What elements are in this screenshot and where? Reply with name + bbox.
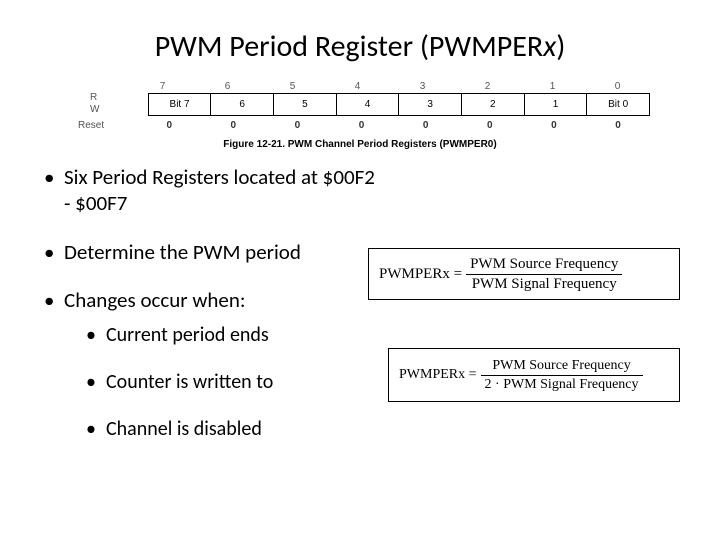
reset-label: Reset — [70, 120, 137, 131]
bullet-text: Determine the PWM period — [64, 239, 301, 265]
read-label: R — [90, 92, 148, 104]
bit-num: 2 — [455, 81, 520, 92]
bit-table: Bit 7 6 5 4 3 2 1 Bit 0 — [148, 93, 650, 116]
title-suffix: ) — [556, 28, 565, 65]
fraction: PWM Source Frequency 2 · PWM Signal Freq… — [481, 358, 643, 393]
bit-cell: 1 — [525, 94, 588, 115]
slide-title: PWM Period Register (PWMPERx) — [40, 28, 680, 65]
fraction: PWM Source Frequency PWM Signal Frequenc… — [466, 256, 622, 293]
bit-number-row: 7 6 5 4 3 2 1 0 — [130, 81, 650, 92]
reset-val: 0 — [330, 120, 394, 131]
bit-cell: Bit 7 — [149, 94, 212, 115]
reset-val: 0 — [586, 120, 650, 131]
sub-bullet-item: Channel is disabled — [84, 417, 680, 442]
reset-val: 0 — [201, 120, 265, 131]
title-prefix: PWM Period Register (PWMPER — [155, 28, 544, 65]
bit-num: 0 — [585, 81, 650, 92]
formula-lhs: PWMPERx = — [399, 367, 477, 383]
formula-box-1: PWMPERx = PWM Source Frequency PWM Signa… — [368, 248, 680, 300]
title-italic: x — [543, 28, 556, 65]
sub-bullet-text: Channel is disabled — [106, 417, 262, 441]
sub-bullet-item: Current period ends — [84, 323, 680, 348]
reset-val: 0 — [458, 120, 522, 131]
bit-num: 1 — [520, 81, 585, 92]
reset-val: 0 — [522, 120, 586, 131]
register-figure: 7 6 5 4 3 2 1 0 R W Bit 7 6 5 4 3 2 1 Bi… — [70, 81, 650, 131]
bit-cell: 4 — [337, 94, 400, 115]
reset-values-row: 0 0 0 0 0 0 0 0 — [137, 120, 650, 131]
bit-num: 7 — [130, 81, 195, 92]
bullet-text: Six Period Registers located at $00F2 - … — [64, 164, 384, 217]
bit-cell: 5 — [274, 94, 337, 115]
formula-lhs: PWMPERx = — [379, 266, 462, 283]
figure-caption: Figure 12-21. PWM Channel Period Registe… — [40, 139, 680, 150]
reset-val: 0 — [265, 120, 329, 131]
fraction-denominator: PWM Signal Frequency — [466, 275, 622, 293]
reset-val: 0 — [394, 120, 458, 131]
bullet-item: Six Period Registers located at $00F2 - … — [40, 164, 680, 217]
bit-num: 3 — [390, 81, 455, 92]
fraction-numerator: PWM Source Frequency — [481, 358, 643, 376]
bit-num: 4 — [325, 81, 390, 92]
write-label: W — [90, 104, 148, 116]
bit-num: 5 — [260, 81, 325, 92]
bit-cell: Bit 0 — [587, 94, 649, 115]
formula-box-2: PWMPERx = PWM Source Frequency 2 · PWM S… — [388, 348, 680, 402]
sub-bullet-text: Current period ends — [106, 323, 269, 347]
bit-cell: 6 — [211, 94, 274, 115]
bullet-text: Changes occur when: — [64, 287, 246, 313]
bit-cell: 2 — [462, 94, 525, 115]
fraction-numerator: PWM Source Frequency — [466, 256, 622, 275]
bit-cell: 3 — [399, 94, 462, 115]
fraction-denominator: 2 · PWM Signal Frequency — [481, 376, 643, 393]
bit-num: 6 — [195, 81, 260, 92]
reset-val: 0 — [137, 120, 201, 131]
sub-bullet-text: Counter is written to — [106, 370, 273, 394]
rw-labels: R W — [70, 92, 148, 116]
